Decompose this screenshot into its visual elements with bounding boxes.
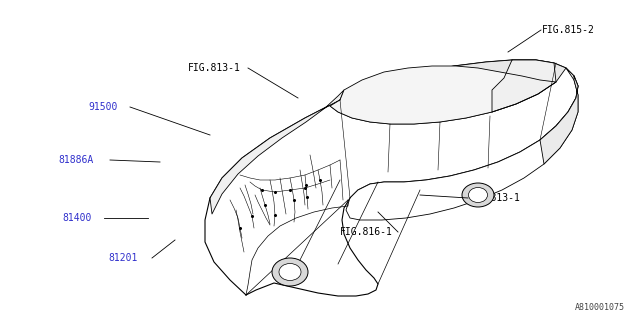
- Text: 81400: 81400: [62, 213, 92, 223]
- Polygon shape: [330, 66, 556, 124]
- Polygon shape: [346, 68, 578, 220]
- Polygon shape: [330, 60, 566, 124]
- Text: FIG.813-1: FIG.813-1: [468, 193, 521, 203]
- Text: 81201: 81201: [108, 253, 138, 263]
- Polygon shape: [540, 76, 578, 164]
- Ellipse shape: [272, 258, 308, 286]
- Polygon shape: [492, 60, 556, 112]
- Ellipse shape: [279, 263, 301, 281]
- Text: FIG.816-1: FIG.816-1: [340, 227, 393, 237]
- Text: 81886A: 81886A: [58, 155, 93, 165]
- Text: FIG.815-2: FIG.815-2: [542, 25, 595, 35]
- Text: 91500: 91500: [88, 102, 117, 112]
- Text: FIG.813-1: FIG.813-1: [188, 63, 241, 73]
- Text: A810001075: A810001075: [575, 303, 625, 313]
- Polygon shape: [210, 90, 344, 214]
- Ellipse shape: [462, 183, 494, 207]
- Ellipse shape: [468, 188, 488, 203]
- Polygon shape: [205, 60, 578, 296]
